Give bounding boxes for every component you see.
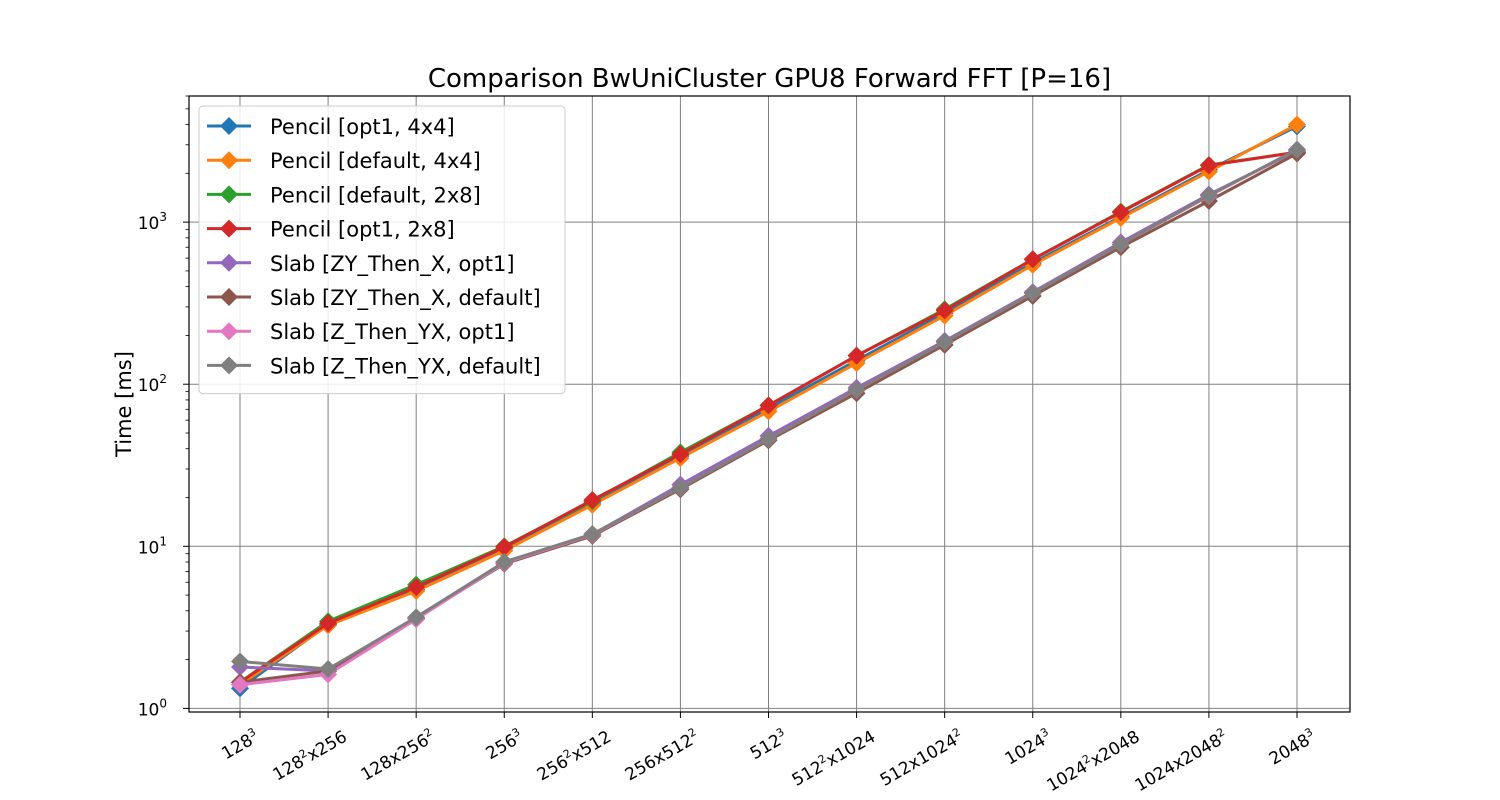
y-tick-label: 102 [138, 372, 167, 396]
legend-swatch-marker [220, 253, 238, 272]
legend-swatch-marker [220, 185, 238, 204]
legend-item: Pencil [opt1, 4x4] [207, 115, 455, 139]
legend-item: Slab [ZY_Then_X, default] [207, 286, 541, 311]
legend-item: Slab [Z_Then_YX, default] [207, 354, 541, 379]
y-tick-label-exp: 1 [159, 534, 167, 548]
legend-label: Pencil [opt1, 2x8] [270, 218, 455, 242]
y-tick-label-base: 10 [138, 376, 160, 396]
legend: Pencil [opt1, 4x4] Pencil [default, 4x4] P… [198, 105, 566, 395]
legend-label: Pencil [default, 4x4] [270, 149, 481, 173]
plot-area-frame [188, 95, 1351, 713]
y-tick-label-base: 10 [138, 538, 160, 558]
legend-item: Slab [ZY_Then_X, opt1] [207, 252, 515, 277]
y-tick-label-exp: 3 [159, 210, 167, 224]
series-point [231, 652, 249, 671]
legend-label: Pencil [default, 2x8] [270, 183, 481, 207]
y-tick-label: 100 [138, 696, 167, 720]
series-point [1199, 156, 1218, 175]
legend-swatch-marker [220, 288, 238, 306]
legend-swatch-marker [220, 219, 238, 238]
y-tick-label: 101 [138, 534, 167, 558]
legend-label: Slab [ZY_Then_X, opt1] [270, 252, 515, 277]
series-point [759, 429, 778, 448]
legend-item: Pencil [opt1, 2x8] [207, 218, 455, 242]
series-point [671, 478, 690, 497]
series-point [935, 301, 954, 320]
series-point [495, 538, 514, 557]
series-point [1288, 115, 1306, 134]
series-point [671, 445, 690, 464]
legend-swatch-marker [220, 151, 238, 170]
series-point [1199, 186, 1218, 205]
legend-item: Pencil [default, 2x8] [207, 183, 481, 207]
y-axis-label: Time [ms] [112, 351, 136, 458]
chart-title: Comparison BwUniCluster GPU8 Forward FFT… [428, 64, 1111, 94]
series-point [847, 346, 866, 365]
series-point [1288, 140, 1306, 159]
series-point [935, 333, 954, 352]
series-point [847, 381, 866, 400]
legend-swatch-marker [220, 356, 238, 375]
series-point [407, 578, 426, 597]
series-point [231, 675, 249, 694]
series-point [1111, 203, 1130, 222]
legend-swatch-marker [220, 117, 238, 135]
series-point [407, 608, 426, 627]
legend-label: Slab [Z_Then_YX, default] [270, 354, 541, 379]
y-tick-label-exp: 2 [159, 372, 167, 386]
y-tick-label-base: 10 [138, 700, 160, 720]
legend-item: Slab [Z_Then_YX, opt1] [207, 320, 515, 345]
series-point [319, 614, 338, 633]
series-point [1023, 284, 1042, 303]
series-point [1023, 250, 1042, 269]
series-point [583, 491, 602, 510]
series-point [583, 525, 602, 544]
series-8 [231, 140, 1306, 678]
y-tick-label-exp: 0 [159, 696, 167, 710]
legend-label: Slab [Z_Then_YX, opt1] [270, 320, 515, 345]
legend-item: Pencil [default, 4x4] [207, 149, 481, 173]
y-tick-label-base: 10 [138, 214, 160, 234]
legend-label: Slab [ZY_Then_X, default] [270, 286, 541, 311]
legend-swatch-marker [220, 322, 238, 341]
series-point [759, 396, 778, 415]
series-point [319, 659, 338, 678]
series-point [1111, 235, 1130, 254]
series-layer [231, 115, 1306, 698]
legend-box [198, 105, 566, 395]
y-tick-label: 103 [138, 210, 167, 234]
series-point [495, 553, 514, 572]
legend-label: Pencil [opt1, 4x4] [270, 115, 455, 139]
